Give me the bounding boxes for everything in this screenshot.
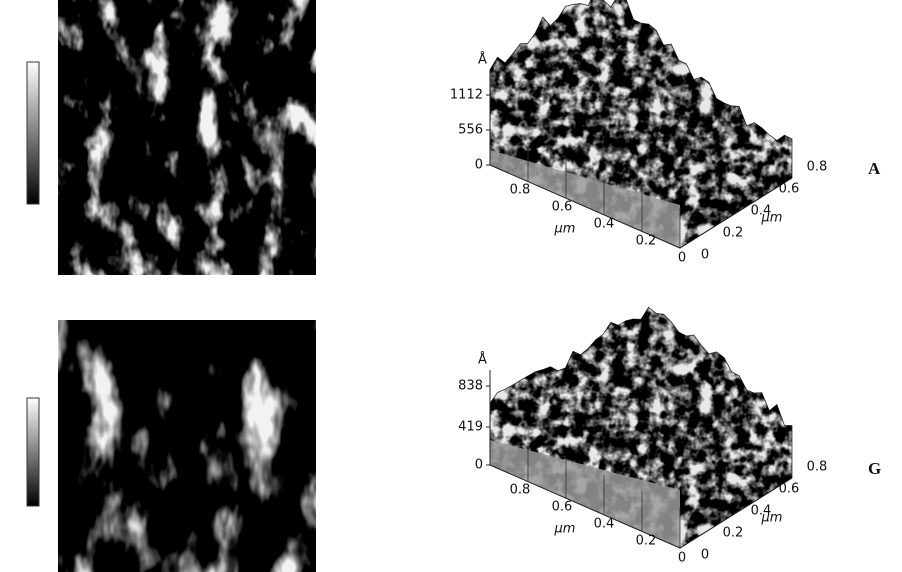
- z-tick-label: 0: [475, 458, 483, 473]
- x-tick-label: 0.8: [510, 183, 531, 198]
- x-tick-label: 0.8: [510, 483, 531, 498]
- y-tick-label: 0.8: [807, 160, 828, 175]
- z-unit: Å: [478, 52, 487, 68]
- y-unit: µm: [761, 211, 783, 226]
- x-tick-label: 0.6: [552, 500, 573, 515]
- y-tick-label: 0.6: [779, 182, 800, 197]
- z-tick-label: 0: [475, 158, 483, 173]
- panel-label: A: [868, 159, 881, 178]
- x-tick-label: 0: [678, 551, 686, 566]
- figure: Å 1112 556 0 0.8 0.6 0.4 0.2 0 µm 0 0.2 0.4 0.6 0.8 µm A…: [0, 0, 902, 572]
- x-tick-label: 0.4: [594, 517, 615, 532]
- z-tick-label: 556: [458, 123, 483, 138]
- x-tick-label: 0.6: [552, 200, 573, 215]
- z-tick-label: 419: [458, 420, 483, 435]
- color-bar: [27, 398, 39, 506]
- z-unit: Å: [478, 352, 487, 368]
- y-tick-label: 0.6: [779, 482, 800, 497]
- x-tick-label: 0.2: [636, 234, 657, 249]
- y-tick-label: 0.8: [807, 460, 828, 475]
- afm-image: [58, 320, 316, 572]
- x-tick-label: 0: [678, 251, 686, 266]
- z-tick-label: 1112: [450, 88, 483, 103]
- y-tick-label: 0: [701, 548, 709, 563]
- y-tick-label: 0.2: [723, 526, 744, 541]
- x-tick-label: 0.4: [594, 217, 615, 232]
- y-unit: µm: [761, 511, 783, 526]
- y-tick-label: 0.2: [723, 226, 744, 241]
- color-bar: [27, 62, 39, 204]
- y-tick-label: 0: [701, 248, 709, 263]
- afm-image: [58, 0, 316, 275]
- x-unit: µm: [554, 522, 576, 537]
- panel-label: G: [868, 459, 881, 478]
- z-tick-label: 838: [458, 379, 483, 394]
- x-unit: µm: [554, 222, 576, 237]
- x-tick-label: 0.2: [636, 534, 657, 549]
